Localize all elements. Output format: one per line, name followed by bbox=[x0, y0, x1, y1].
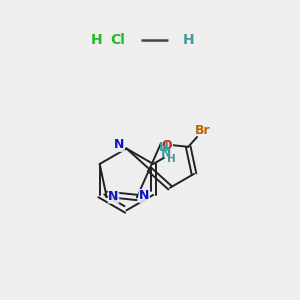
Text: Cl: Cl bbox=[110, 33, 125, 46]
Text: N: N bbox=[114, 139, 124, 152]
Text: N: N bbox=[139, 190, 149, 202]
Text: H: H bbox=[91, 33, 103, 46]
Text: H: H bbox=[182, 33, 194, 46]
Text: Br: Br bbox=[195, 124, 210, 137]
Text: N: N bbox=[161, 147, 171, 160]
Text: H: H bbox=[167, 154, 176, 164]
Text: O: O bbox=[162, 139, 172, 152]
Text: H: H bbox=[159, 141, 169, 154]
Text: N: N bbox=[108, 190, 118, 203]
